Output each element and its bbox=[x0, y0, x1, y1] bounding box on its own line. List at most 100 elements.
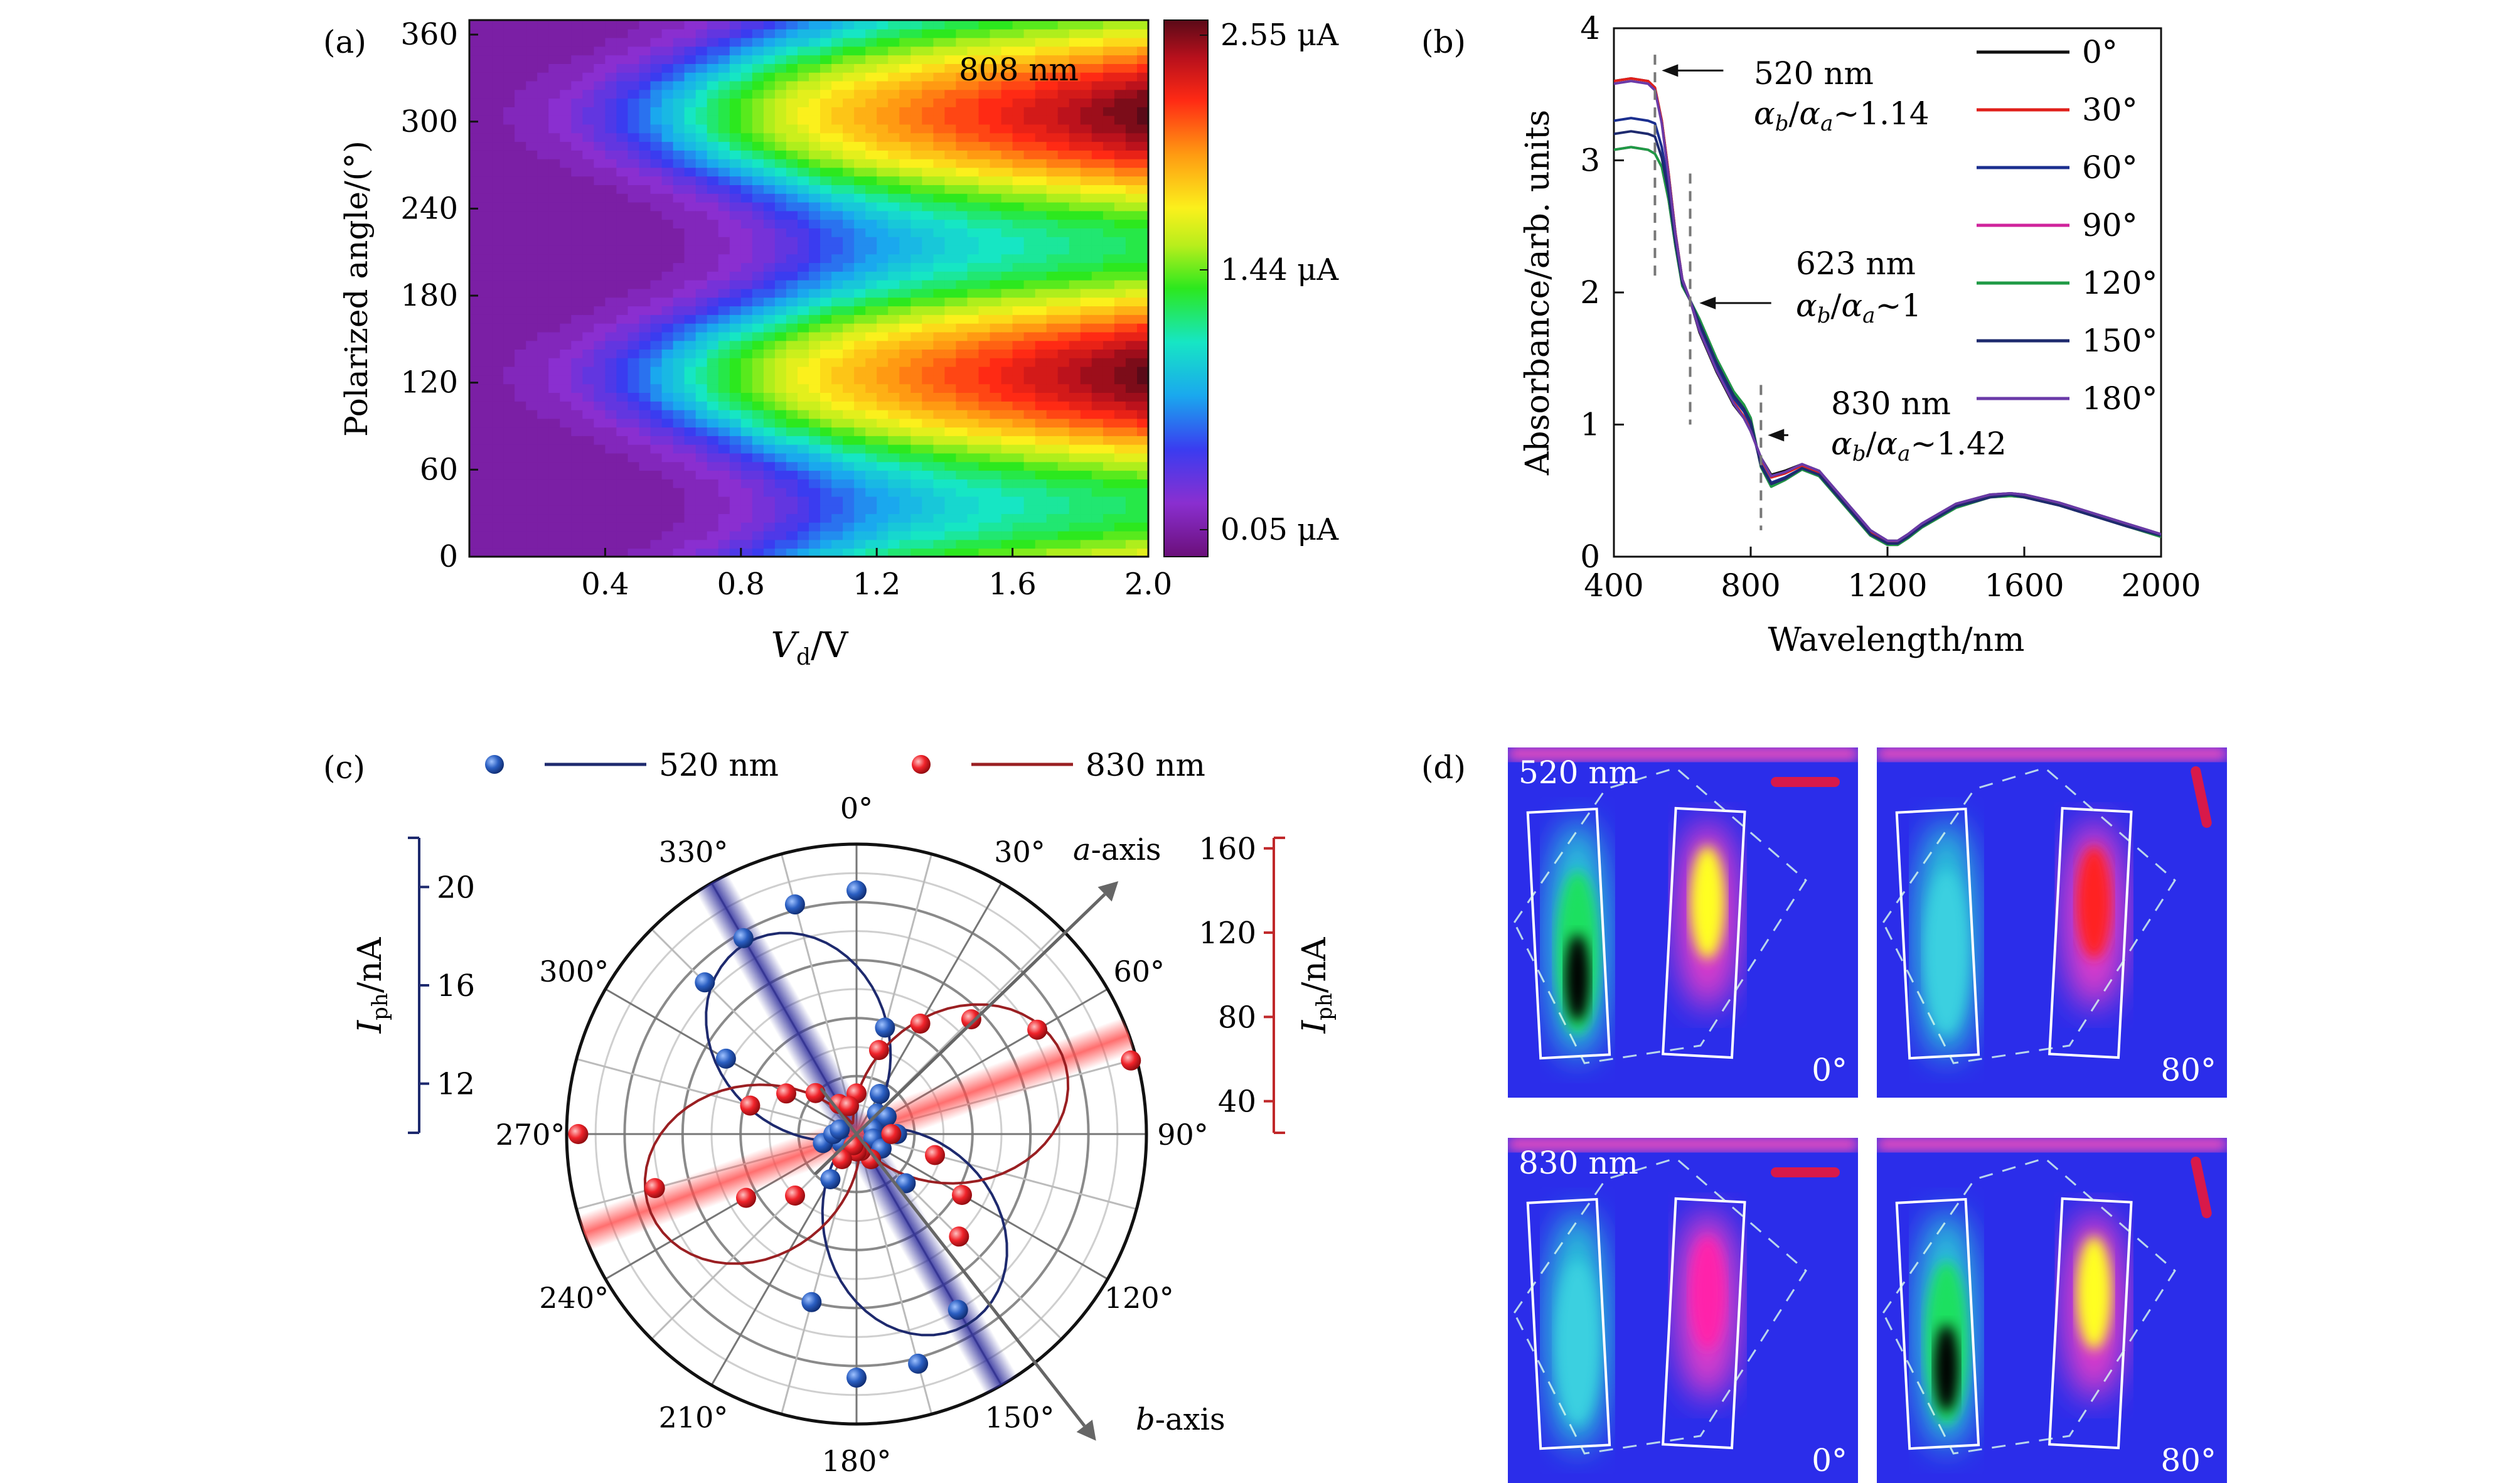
heatmap-a-cell bbox=[548, 28, 561, 38]
heatmap-a-cell bbox=[922, 487, 934, 497]
heatmap-a-cell bbox=[763, 193, 776, 203]
heatmap-a-cell bbox=[967, 28, 980, 38]
polar-grid-spoke bbox=[856, 1133, 1108, 1280]
heatmap-a-cell bbox=[1023, 478, 1036, 488]
heatmap-a-cell bbox=[1001, 254, 1013, 264]
heatmap-a-cell bbox=[752, 306, 764, 315]
heatmap-a-cell bbox=[1069, 219, 1081, 228]
heatmap-a-cell bbox=[481, 331, 493, 341]
heatmap-a-cell bbox=[605, 106, 617, 116]
heatmap-a-cell bbox=[910, 383, 923, 393]
heatmap-a-cell bbox=[809, 530, 821, 540]
heatmap-a-cell bbox=[594, 254, 606, 264]
heatmap-a-cell bbox=[944, 470, 957, 479]
heatmap-a-cell bbox=[503, 132, 516, 142]
heatmap-a-cell bbox=[888, 245, 900, 255]
heatmap-a-cell bbox=[1001, 149, 1013, 159]
heatmap-a-cell bbox=[1001, 340, 1013, 350]
heatmap-a-cell bbox=[967, 55, 980, 64]
heatmap-a-cell bbox=[537, 124, 550, 134]
heatmap-a-cell bbox=[571, 427, 584, 436]
heatmap-a-cell bbox=[1012, 314, 1025, 324]
heatmap-a-cell bbox=[786, 288, 798, 298]
heatmap-a-cell bbox=[582, 435, 595, 445]
heatmap-a-cell bbox=[1091, 176, 1104, 185]
heatmap-a-cell bbox=[718, 340, 730, 350]
heatmap-a-cell bbox=[469, 306, 481, 315]
heatmap-a-cell bbox=[843, 478, 855, 488]
heatmap-a-cell bbox=[910, 245, 923, 255]
heatmap-a-cell bbox=[515, 55, 527, 64]
heatmap-a-cell bbox=[763, 548, 776, 557]
heatmap-a-cell bbox=[990, 132, 1002, 142]
heatmap-a-cell bbox=[650, 400, 663, 410]
heatmap-a-cell bbox=[809, 539, 821, 549]
heatmap-a-cell bbox=[740, 245, 753, 255]
heatmap-a-cell bbox=[639, 270, 651, 281]
heatmap-a-cell bbox=[1001, 72, 1013, 82]
heatmap-a-cell bbox=[978, 201, 991, 211]
heatmap-a-cell bbox=[729, 331, 742, 341]
heatmap-a-cell bbox=[469, 452, 481, 463]
heatmap-a-cell bbox=[956, 28, 968, 38]
heatmap-a-cell bbox=[1069, 470, 1081, 479]
heatmap-a-cell bbox=[515, 158, 527, 168]
heatmap-a-cell bbox=[933, 279, 946, 289]
map-device-outline-left bbox=[1895, 807, 1980, 1060]
heatmap-a-cell bbox=[786, 245, 798, 255]
heatmap-a-cell bbox=[1091, 228, 1104, 237]
heatmap-a-cell bbox=[503, 98, 516, 107]
heatmap-a-cell bbox=[695, 20, 708, 29]
heatmap-a-cell bbox=[481, 357, 493, 367]
heatmap-a-cell bbox=[933, 72, 946, 82]
heatmap-a-cell bbox=[774, 141, 787, 151]
heatmap-a-cell bbox=[560, 452, 572, 463]
heatmap-a-cell bbox=[843, 141, 855, 151]
colorbar-a-label: 0.05 μA bbox=[1220, 512, 1339, 547]
heatmap-a-cell bbox=[627, 366, 640, 376]
heatmap-a-cell bbox=[774, 228, 787, 237]
heatmap-a-cell bbox=[740, 522, 753, 532]
heatmap-a-cell bbox=[1069, 89, 1081, 99]
ratio-sub-b: b bbox=[1817, 303, 1831, 328]
heatmap-a-cell bbox=[605, 115, 617, 125]
heatmap-a-cell bbox=[956, 115, 968, 125]
heatmap-a-cell bbox=[1102, 487, 1115, 497]
heatmap-a-cell bbox=[1001, 427, 1013, 436]
heatmap-a-cell bbox=[1091, 149, 1104, 159]
heatmap-a-cell bbox=[481, 210, 493, 220]
heatmap-a-cell bbox=[684, 366, 697, 376]
heatmap-a-cell bbox=[922, 28, 934, 38]
heatmap-a-cell bbox=[650, 72, 663, 82]
heatmap-a-cell bbox=[774, 288, 787, 298]
heatmap-a-cell bbox=[639, 236, 651, 246]
heatmap-a-cell bbox=[763, 46, 776, 56]
heatmap-a-cell bbox=[616, 461, 629, 471]
heatmap-a-cell bbox=[515, 461, 527, 471]
heatmap-a-cell bbox=[922, 46, 934, 56]
heatmap-a-cell bbox=[650, 288, 663, 298]
heatmap-a-cell bbox=[537, 72, 550, 82]
heatmap-a-cell bbox=[1046, 366, 1059, 376]
heatmap-a-cell bbox=[639, 80, 651, 90]
heatmap-a-cell bbox=[967, 427, 980, 436]
ratio-sub-a: a bbox=[1862, 303, 1875, 328]
heatmap-a-cell bbox=[718, 20, 730, 29]
heatmap-a-cell bbox=[492, 487, 505, 497]
heatmap-a-cell bbox=[707, 409, 719, 419]
polar-data-point bbox=[870, 1084, 890, 1104]
heatmap-a-cell bbox=[1057, 340, 1070, 350]
heatmap-a-cell bbox=[605, 323, 617, 333]
heatmap-a-cell bbox=[639, 314, 651, 324]
heatmap-a-cell bbox=[627, 340, 640, 350]
heatmap-a-cell bbox=[695, 513, 708, 523]
heatmap-a-cell bbox=[627, 124, 640, 134]
heatmap-a-cell bbox=[582, 323, 595, 333]
heatmap-a-cell bbox=[752, 80, 764, 90]
heatmap-a-cell bbox=[990, 55, 1002, 64]
heatmap-a-cell bbox=[933, 366, 946, 376]
heatmap-a-cell bbox=[481, 262, 493, 272]
heatmap-a-cell bbox=[752, 132, 764, 142]
heatmap-a-cell bbox=[809, 522, 821, 532]
